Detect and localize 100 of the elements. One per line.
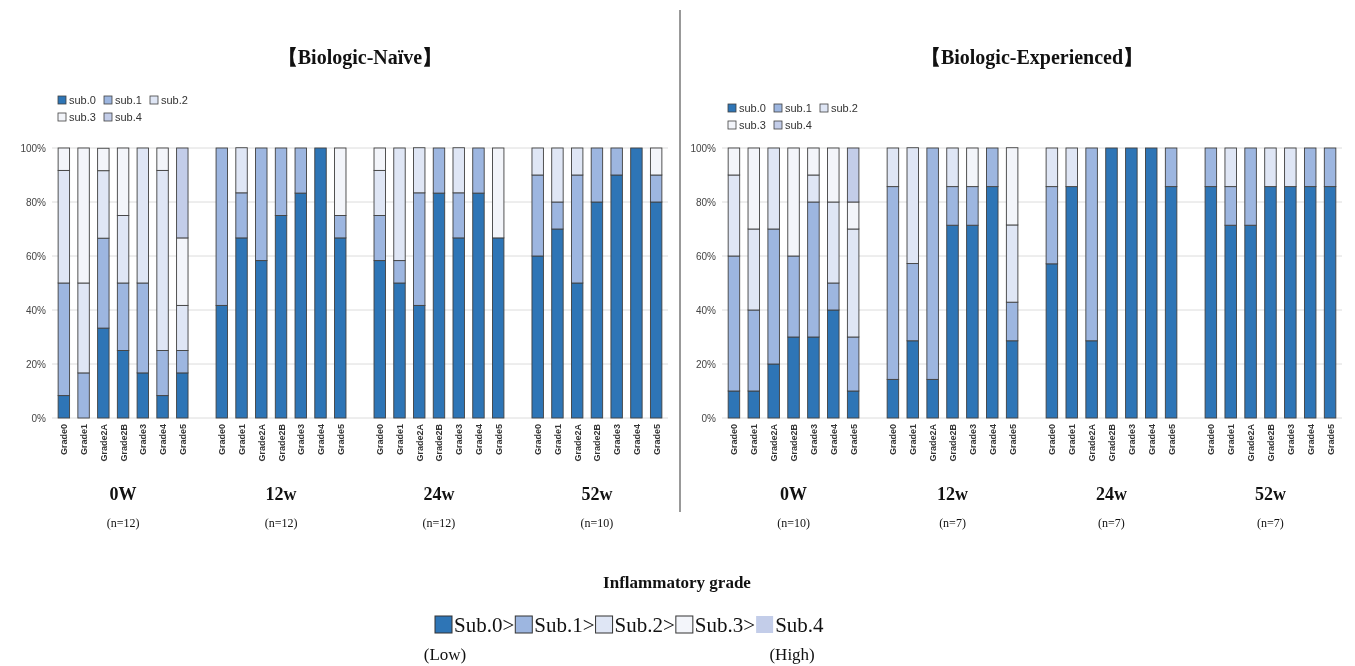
y-tick-label: 20%	[25, 358, 47, 370]
x-tick-label: Grade4	[1146, 424, 1157, 456]
text: 0W	[780, 484, 808, 504]
bar	[314, 147, 327, 419]
text: (n=12)	[264, 516, 298, 530]
y-tick-label: 100%	[690, 142, 717, 154]
y-tick-label: 60%	[695, 250, 717, 262]
x-tick-label: Grade2A	[256, 423, 267, 462]
x-tick-label: Grade1	[79, 424, 90, 456]
bar	[1105, 147, 1118, 419]
legend-label: sub.1	[785, 102, 812, 114]
x-tick-label: Grade3	[296, 424, 307, 456]
y-tick-label: 0%	[31, 412, 47, 424]
x-tick-label: Grade1	[552, 424, 563, 456]
x-tick-label: Grade5	[493, 424, 504, 456]
x-tick-label: Grade4	[987, 424, 998, 456]
y-tick-label: 40%	[25, 304, 47, 316]
x-tick-label: Grade4	[828, 424, 839, 456]
y-tick-label: 40%	[695, 304, 717, 316]
legend-label: sub.0	[739, 102, 766, 114]
x-tick-label: Grade3	[1285, 424, 1296, 456]
x-tick-label: Grade1	[749, 424, 760, 456]
text: 0W	[109, 484, 137, 504]
x-tick-label: Grade0	[59, 424, 70, 456]
text: Sub.4	[775, 613, 825, 637]
y-tick-label: 0%	[701, 412, 717, 424]
text: (n=10)	[580, 516, 614, 530]
text: (n=7)	[1098, 516, 1125, 530]
x-tick-label: Grade2A	[1087, 423, 1098, 462]
text: (Low)	[423, 645, 467, 664]
x-tick-label: Grade1	[1067, 424, 1078, 456]
x-tick-label: Grade0	[888, 424, 899, 456]
chart-title: 【Biologic-Naïve】	[277, 46, 443, 69]
text: (n=10)	[777, 516, 810, 530]
x-tick-label: Grade5	[848, 424, 859, 456]
text: (n=7)	[1257, 516, 1284, 530]
legend-label: sub.1	[115, 94, 142, 106]
text: Sub.0>	[454, 613, 515, 637]
legend-label: sub.4	[785, 119, 812, 131]
x-tick-label: Grade1	[394, 424, 405, 456]
x-tick-label: Grade0	[217, 424, 228, 456]
y-tick-label: 100%	[20, 142, 47, 154]
text: 24w	[423, 484, 455, 504]
legend-label: sub.2	[161, 94, 188, 106]
x-tick-label: Grade2A	[572, 423, 583, 462]
x-tick-label: Grade2A	[414, 423, 425, 462]
text: 52w	[581, 484, 613, 504]
text: Sub.1>	[534, 613, 595, 637]
y-tick-label: 20%	[695, 358, 717, 370]
bar	[1145, 147, 1158, 419]
x-tick-label: Grade3	[612, 424, 623, 456]
x-tick-label: Grade2B	[948, 423, 959, 462]
x-tick-label: Grade4	[316, 424, 327, 456]
x-tick-label: Grade2B	[1265, 423, 1276, 462]
x-tick-label: Grade1	[908, 424, 919, 456]
x-tick-label: Grade3	[454, 424, 465, 456]
chart-title: 【Biologic-Experienced】	[920, 46, 1144, 69]
x-tick-label: Grade0	[375, 424, 386, 456]
x-tick-label: Grade4	[631, 424, 642, 456]
text: (n=12)	[106, 516, 140, 530]
x-tick-label: Grade2B	[276, 423, 287, 462]
x-tick-label: Grade3	[138, 424, 149, 456]
text: 24w	[1095, 484, 1127, 504]
y-tick-label: 80%	[25, 196, 47, 208]
x-tick-label: Grade0	[1047, 424, 1058, 456]
text: Sub.3>	[694, 613, 756, 637]
text: (n=7)	[939, 516, 966, 530]
x-tick-label: Grade2A	[1246, 423, 1257, 462]
x-tick-label: Grade2B	[118, 423, 129, 462]
legend-label: sub.3	[69, 111, 96, 123]
x-tick-label: Grade5	[1325, 424, 1336, 456]
x-tick-label: Grade5	[177, 424, 188, 456]
legend-label: sub.4	[115, 111, 142, 123]
x-tick-label: Grade2B	[789, 423, 800, 462]
x-tick-label: Grade4	[158, 424, 169, 456]
legend-label: sub.0	[69, 94, 96, 106]
x-tick-label: Grade2B	[1106, 423, 1117, 462]
y-tick-label: 80%	[695, 196, 717, 208]
legend-label: sub.2	[831, 102, 858, 114]
x-tick-label: Grade5	[1166, 424, 1177, 456]
x-tick-label: Grade5	[651, 424, 662, 456]
bar	[630, 147, 643, 419]
x-tick-label: Grade0	[533, 424, 544, 456]
x-tick-label: Grade2A	[928, 423, 939, 462]
x-tick-label: Grade3	[1126, 424, 1137, 456]
x-tick-label: Grade2A	[769, 423, 780, 462]
text: 52w	[1254, 484, 1286, 504]
x-tick-label: Grade5	[1007, 424, 1018, 456]
text: 12w	[937, 484, 969, 504]
x-tick-label: Grade5	[335, 424, 346, 456]
x-tick-label: Grade3	[967, 424, 978, 456]
x-tick-label: Grade3	[808, 424, 819, 456]
text: (High)	[769, 645, 815, 664]
x-tick-label: Grade2A	[98, 423, 109, 462]
x-tick-label: Grade0	[1206, 424, 1217, 456]
text: (n=12)	[422, 516, 456, 530]
x-tick-label: Grade4	[1305, 424, 1316, 456]
x-tick-label: Grade2B	[434, 423, 445, 462]
x-tick-label: Grade1	[1226, 424, 1237, 456]
bar	[1125, 147, 1138, 419]
